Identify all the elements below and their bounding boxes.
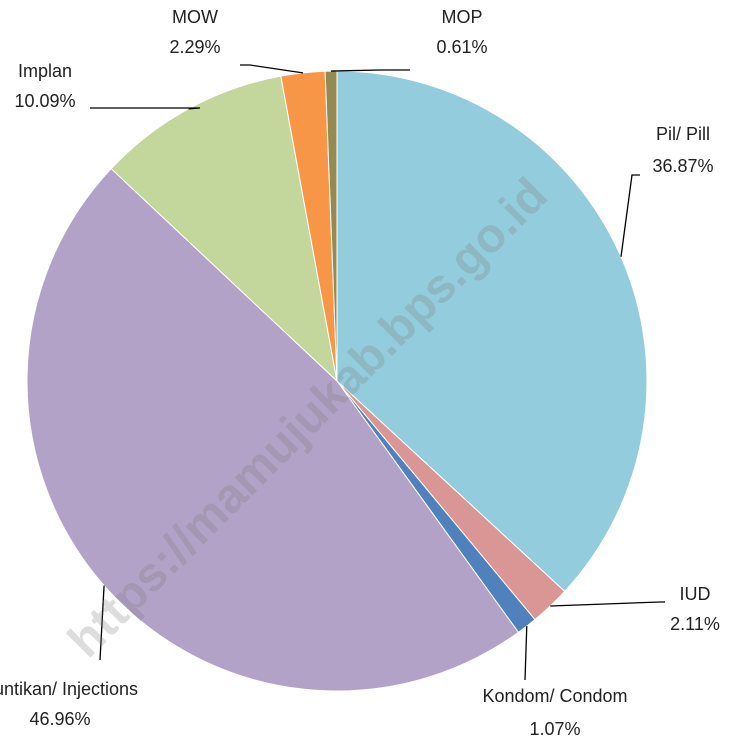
value-label: 10.09% xyxy=(14,91,75,111)
value-label: 0.61% xyxy=(436,37,487,57)
slice xyxy=(26,167,520,692)
category-label: Kondom/ Condom xyxy=(482,686,627,706)
leader-line xyxy=(331,69,410,72)
pie xyxy=(26,70,648,692)
leader-line xyxy=(99,585,105,661)
leader-line xyxy=(524,626,528,681)
value-label: 1.07% xyxy=(529,719,580,739)
category-label: IUD xyxy=(680,584,711,604)
leader-line xyxy=(550,601,665,607)
value-label: 2.29% xyxy=(169,37,220,57)
value-label: 46.96% xyxy=(29,709,90,729)
labels: Pil/ Pill 36.87% IUD 2.11% Kondom/ Condom 1.0… xyxy=(0,7,720,739)
value-label: 2.11% xyxy=(670,614,720,634)
value-label: 36.87% xyxy=(652,156,713,176)
slice xyxy=(110,75,338,383)
category-label: Pil/ Pill xyxy=(656,124,710,144)
category-label: Implan xyxy=(18,61,72,81)
slice xyxy=(336,70,648,593)
category-label: MOP xyxy=(441,7,482,27)
category-label: Suntikan/ Injections xyxy=(0,679,138,699)
leader-line xyxy=(620,174,640,257)
leader-line xyxy=(90,107,201,110)
category-label: MOW xyxy=(172,7,218,27)
leader-line xyxy=(240,64,303,74)
